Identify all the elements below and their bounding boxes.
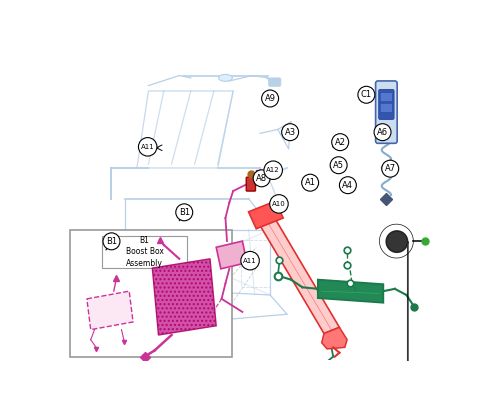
FancyBboxPatch shape (102, 236, 187, 268)
Circle shape (253, 170, 270, 187)
FancyBboxPatch shape (268, 78, 281, 86)
Circle shape (138, 138, 157, 156)
Circle shape (282, 124, 298, 141)
FancyBboxPatch shape (378, 90, 394, 119)
Text: A11: A11 (141, 144, 154, 150)
Polygon shape (322, 327, 347, 349)
Text: B1: B1 (178, 208, 190, 217)
Ellipse shape (218, 75, 232, 81)
Polygon shape (216, 241, 247, 269)
FancyBboxPatch shape (376, 81, 397, 143)
FancyBboxPatch shape (380, 103, 392, 113)
Polygon shape (318, 279, 384, 303)
Text: A8: A8 (256, 174, 267, 183)
FancyBboxPatch shape (70, 230, 232, 356)
Text: A10: A10 (272, 201, 286, 207)
Text: A12: A12 (266, 167, 280, 173)
Circle shape (302, 174, 318, 191)
Circle shape (382, 160, 398, 177)
FancyBboxPatch shape (246, 177, 256, 191)
Text: B1: B1 (106, 237, 117, 246)
Circle shape (330, 157, 347, 174)
Text: A9: A9 (264, 94, 276, 103)
Text: A5: A5 (333, 161, 344, 170)
Circle shape (332, 134, 348, 151)
Circle shape (264, 161, 282, 179)
Circle shape (262, 90, 278, 107)
Circle shape (176, 204, 192, 221)
Text: A2: A2 (334, 138, 345, 147)
Text: C1: C1 (361, 90, 372, 99)
FancyBboxPatch shape (380, 92, 392, 102)
Circle shape (358, 86, 375, 103)
Circle shape (241, 252, 260, 270)
Text: A11: A11 (243, 258, 257, 264)
Text: A4: A4 (342, 181, 353, 190)
Polygon shape (152, 259, 216, 335)
Circle shape (103, 233, 120, 250)
Polygon shape (248, 201, 283, 229)
Polygon shape (87, 291, 133, 330)
Circle shape (374, 124, 391, 141)
Circle shape (270, 195, 288, 213)
Text: A6: A6 (377, 128, 388, 136)
Text: A1: A1 (304, 178, 316, 187)
Polygon shape (254, 210, 340, 333)
Text: A3: A3 (284, 128, 296, 136)
Text: B1
Boost Box
Assembly: B1 Boost Box Assembly (126, 236, 164, 268)
Circle shape (340, 177, 356, 194)
Text: A7: A7 (384, 164, 396, 173)
